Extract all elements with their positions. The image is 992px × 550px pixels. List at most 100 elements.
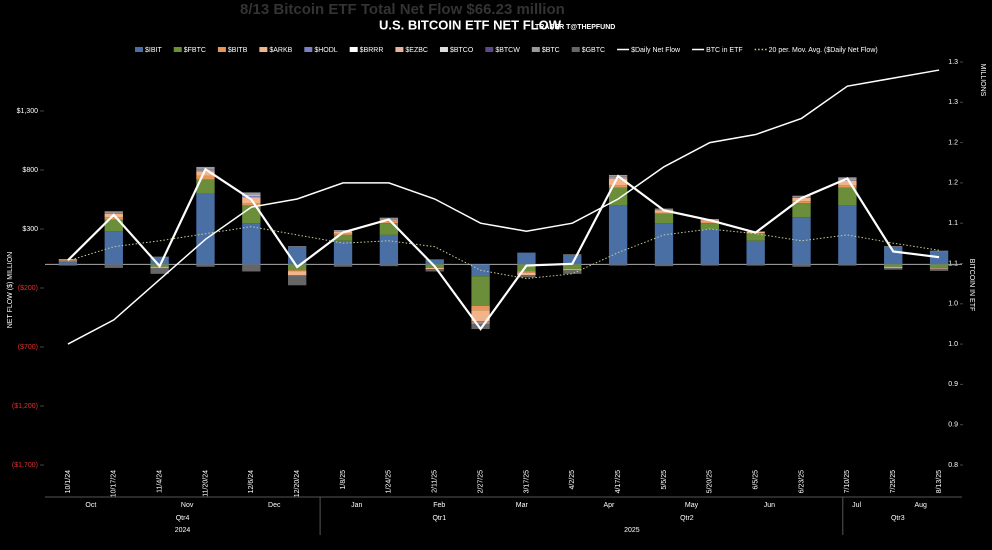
legend-swatch [439, 47, 448, 52]
month-label: Jul [852, 502, 861, 509]
bar [196, 171, 215, 176]
legend-label: $BRRR [360, 47, 384, 54]
x-tick-label: 10/1/24 [65, 470, 72, 493]
month-label: Jan [351, 502, 362, 509]
x-tick-label: 7/25/25 [890, 470, 897, 493]
bar [333, 233, 353, 235]
bar [242, 264, 261, 272]
bar [425, 259, 444, 265]
bar [104, 219, 123, 232]
bar [58, 260, 78, 263]
y-tick-label: $300 [22, 226, 38, 233]
bar [838, 187, 857, 206]
legend-swatch [135, 47, 143, 52]
bar [288, 275, 307, 276]
x-tick-label: 5/20/25 [707, 470, 714, 493]
legend-label: $BTC [542, 47, 560, 54]
month-label: May [685, 502, 699, 509]
bar [425, 267, 444, 270]
bar [608, 178, 628, 186]
bar [700, 229, 719, 265]
x-tick-label: 4/2/25 [569, 470, 576, 490]
bar [517, 264, 536, 272]
bar [196, 175, 215, 180]
legend-swatch [304, 47, 313, 52]
chart-subtitle: TRADER T@THEPFUND [535, 24, 615, 31]
bar [608, 264, 628, 266]
bar [242, 203, 261, 206]
bar [563, 254, 582, 265]
month-label: Mar [516, 502, 529, 509]
y-axis-label: NET FLOW ($) MILLION [7, 252, 14, 329]
legend-swatch [217, 47, 226, 52]
y-tick-label: ($1,200) [12, 403, 38, 410]
month-label: Apr [604, 502, 616, 509]
x-tick-label: 12/6/24 [248, 470, 255, 493]
bar [471, 323, 490, 325]
legend-label: 20 per. Mov. Avg. ($Daily Net Flow) [769, 47, 878, 54]
y2-tick-label: 1.3 [948, 59, 958, 66]
line [67, 226, 940, 280]
bar [471, 310, 490, 322]
bar [700, 223, 719, 229]
bar [104, 217, 123, 220]
bar [517, 252, 536, 265]
bar [288, 270, 307, 272]
x-tick-label: 7/10/25 [844, 470, 851, 493]
y-tick-label: ($700) [18, 344, 38, 351]
legend-label: $ARKB [269, 47, 292, 54]
bar [150, 256, 169, 258]
bar [884, 267, 903, 270]
bar [929, 251, 949, 265]
month-label: Aug [915, 502, 928, 509]
bar [838, 185, 857, 188]
legend-swatch [349, 47, 358, 52]
bar [333, 264, 353, 267]
bar [471, 321, 490, 323]
bar [654, 223, 674, 265]
x-tick-label: 6/5/25 [753, 470, 760, 490]
month-label: Nov [181, 502, 194, 509]
bar [379, 223, 399, 235]
bar [746, 240, 765, 265]
bar [517, 275, 536, 278]
bar [792, 217, 811, 265]
bar [929, 268, 949, 271]
legend-swatch [173, 47, 182, 52]
x-tick-label: 6/23/25 [798, 470, 805, 493]
chart-title: U.S. BITCOIN ETF NET FLOW [379, 17, 562, 32]
quarter-label: Qtr2 [680, 515, 694, 522]
legend-swatch [531, 47, 540, 52]
bar [517, 271, 536, 273]
bar [242, 192, 261, 195]
legend-label: $GBTC [582, 47, 605, 54]
bar [58, 264, 78, 266]
bar [104, 211, 123, 213]
legend-label: $BITB [228, 47, 248, 54]
y2-unit: MILLIONS [979, 64, 986, 97]
bar [792, 195, 811, 197]
year-label: 2025 [624, 527, 640, 534]
y-tick-label: ($1,700) [12, 462, 38, 469]
legend-swatch [485, 47, 494, 52]
bar [792, 264, 811, 267]
quarter-label: Qtr1 [432, 515, 446, 522]
bar [288, 275, 307, 286]
legend-label: $BTCW [495, 47, 520, 54]
bar [471, 322, 490, 323]
x-tick-label: 2/27/25 [477, 470, 484, 493]
bar [58, 262, 78, 265]
y-tick-label: $800 [22, 167, 38, 174]
bar [471, 324, 490, 330]
bar [379, 217, 399, 219]
bar [333, 230, 353, 232]
bar [700, 221, 719, 224]
y2-tick-label: 1.1 [948, 260, 958, 267]
bar [425, 269, 444, 272]
header: 8/13 Bitcoin ETF Total Net Flow $66.23 m… [240, 1, 565, 18]
bar [196, 264, 215, 267]
bar [746, 233, 765, 241]
quarter-label: Qtr3 [891, 515, 905, 522]
legend-swatch [395, 47, 404, 52]
